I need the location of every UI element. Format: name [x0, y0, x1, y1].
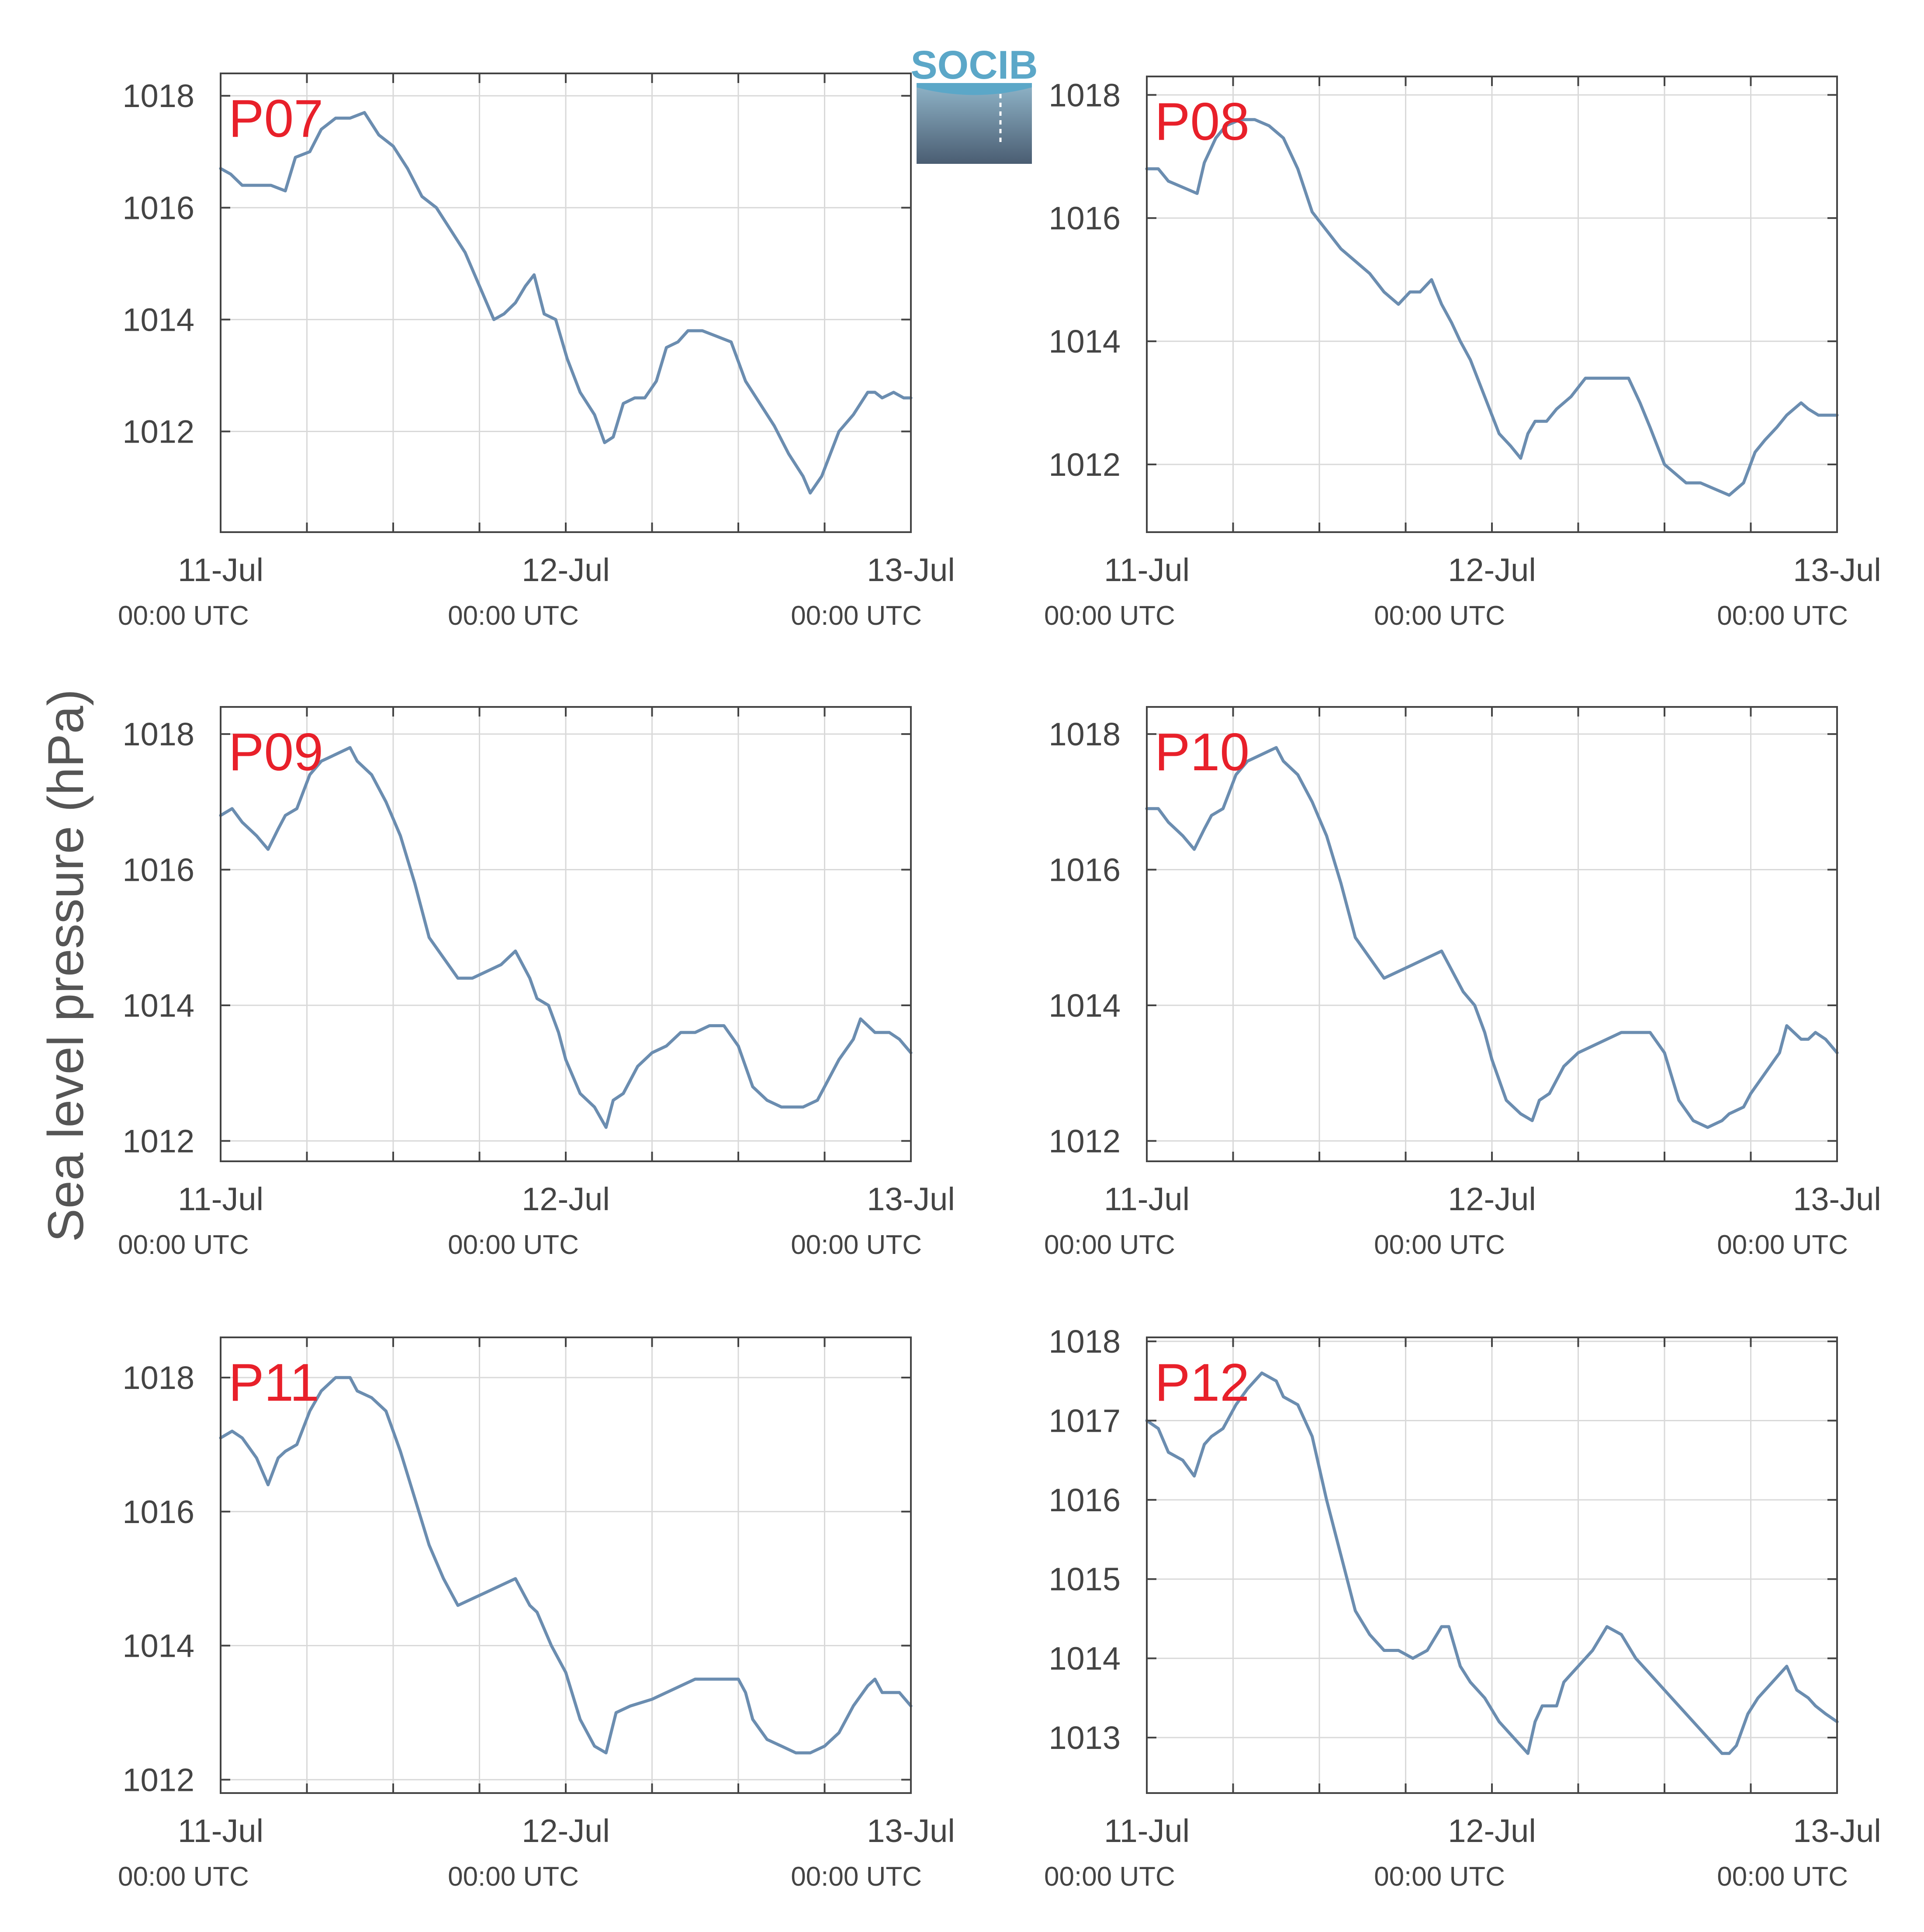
x-tick-label-time: 00:00 UTC	[1717, 1230, 1848, 1260]
x-tick-label-time: 00:00 UTC	[1374, 601, 1505, 631]
series-line	[219, 1376, 913, 1755]
y-tick-label: 1018	[1049, 716, 1121, 752]
x-tick-label-date: 13-Jul	[867, 1181, 955, 1217]
y-tick-label: 1016	[1049, 200, 1121, 236]
series-line	[1145, 118, 1839, 497]
x-tick-label-date: 12-Jul	[1448, 1813, 1536, 1849]
x-tick-label-time: 00:00 UTC	[1374, 1862, 1505, 1892]
y-tick-label: 1018	[122, 1360, 194, 1396]
x-tick-label-date: 13-Jul	[1793, 1813, 1881, 1849]
x-tick-label-time: 00:00 UTC	[1717, 601, 1848, 631]
logo-text: SOCIB	[910, 43, 1038, 87]
y-tick-label: 1017	[1049, 1402, 1121, 1439]
panel-label: P07	[228, 89, 323, 148]
panel-label: P10	[1155, 722, 1249, 782]
x-tick-label-time: 00:00 UTC	[118, 1862, 249, 1892]
y-tick-label: 1016	[122, 190, 194, 226]
y-tick-label: 1016	[122, 852, 194, 888]
panel-label: P08	[1155, 92, 1249, 151]
x-tick-label-date: 11-Jul	[1104, 552, 1190, 588]
series-line	[1145, 746, 1839, 1129]
y-tick-label: 1012	[1049, 447, 1121, 483]
x-tick-label-date: 12-Jul	[522, 1181, 610, 1217]
x-tick-label-time: 00:00 UTC	[1044, 1230, 1175, 1260]
logo-gradient-block	[917, 87, 1032, 164]
panel-label: P09	[228, 722, 323, 782]
x-tick-label-date: 13-Jul	[1793, 1181, 1881, 1217]
y-tick-label: 1018	[122, 78, 194, 114]
y-tick-label: 1012	[122, 1762, 194, 1798]
chart-panel-p08: 1012 1014 1016 1018 11-Jul 00:00 UTC 12-Jul 00:…	[1044, 76, 1881, 631]
chart-panel-p12: 1013 1014 1015 1016 1017 1018 11-Jul 00:00 UTC 1…	[1044, 1323, 1881, 1892]
y-tick-label: 1012	[1049, 1123, 1121, 1159]
x-tick-label-time: 00:00 UTC	[448, 1862, 579, 1892]
x-tick-label-time: 00:00 UTC	[791, 601, 922, 631]
y-tick-label: 1016	[1049, 1482, 1121, 1518]
y-tick-label: 1018	[1049, 77, 1121, 113]
x-tick-label-time: 00:00 UTC	[1044, 1862, 1175, 1892]
y-tick-label: 1012	[122, 414, 194, 450]
y-tick-label: 1014	[1049, 987, 1121, 1024]
y-tick-label: 1016	[1049, 852, 1121, 888]
x-tick-label-date: 13-Jul	[1793, 552, 1881, 588]
x-tick-label-date: 13-Jul	[867, 1813, 955, 1849]
x-tick-label-date: 11-Jul	[178, 552, 263, 588]
y-tick-label: 1014	[122, 1628, 194, 1664]
x-tick-label-time: 00:00 UTC	[791, 1862, 922, 1892]
panel-label: P11	[228, 1353, 319, 1412]
x-tick-label-date: 12-Jul	[522, 552, 610, 588]
x-tick-label-date: 11-Jul	[1104, 1813, 1190, 1849]
y-tick-label: 1018	[122, 716, 194, 752]
series-line	[219, 746, 913, 1129]
socib-logo: SOCIB	[910, 43, 1038, 164]
x-tick-label-time: 00:00 UTC	[791, 1230, 922, 1260]
x-tick-label-time: 00:00 UTC	[448, 601, 579, 631]
y-tick-label: 1016	[122, 1494, 194, 1530]
x-tick-label-time: 00:00 UTC	[1044, 601, 1175, 631]
chart-panel-p11: 1012 1014 1016 1018 11-Jul 00:00 UTC 12-Jul 00:…	[118, 1336, 955, 1892]
chart-panel-p07: 1012 1014 1016 1018 11-Jul 00:00 UTC 12-Jul 00:…	[118, 73, 955, 631]
chart-panel-p10: 1012 1014 1016 1018 11-Jul 00:00 UTC 12-Jul 00:…	[1044, 706, 1881, 1260]
x-tick-label-date: 11-Jul	[178, 1813, 263, 1849]
x-tick-label-date: 12-Jul	[1448, 552, 1536, 588]
y-tick-label: 1018	[1049, 1323, 1121, 1360]
y-tick-label: 1015	[1049, 1561, 1121, 1597]
x-tick-label-date: 12-Jul	[522, 1813, 610, 1849]
y-tick-label: 1013	[1049, 1720, 1121, 1756]
x-tick-label-date: 11-Jul	[178, 1181, 263, 1217]
chart-panel-p09: 1012 1014 1016 1018 11-Jul 00:00 UTC 12-Jul 00:…	[118, 706, 955, 1260]
x-tick-label-date: 11-Jul	[1104, 1181, 1190, 1217]
y-tick-label: 1014	[1049, 323, 1121, 360]
y-axis-label: Sea level pressure (hPa)	[38, 689, 94, 1242]
x-tick-label-time: 00:00 UTC	[1374, 1230, 1505, 1260]
y-tick-label: 1014	[122, 301, 194, 338]
y-tick-label: 1014	[1049, 1641, 1121, 1677]
x-tick-label-date: 12-Jul	[1448, 1181, 1536, 1217]
series-line	[219, 111, 913, 495]
x-tick-label-date: 13-Jul	[867, 552, 955, 588]
x-tick-label-time: 00:00 UTC	[118, 601, 249, 631]
panel-label: P12	[1155, 1353, 1249, 1412]
series-line	[1145, 1371, 1839, 1755]
x-tick-label-time: 00:00 UTC	[1717, 1862, 1848, 1892]
x-tick-label-time: 00:00 UTC	[448, 1230, 579, 1260]
logo-wave-icon	[917, 83, 1032, 95]
y-tick-label: 1012	[122, 1123, 194, 1159]
x-tick-label-time: 00:00 UTC	[118, 1230, 249, 1260]
y-tick-label: 1014	[122, 987, 194, 1024]
